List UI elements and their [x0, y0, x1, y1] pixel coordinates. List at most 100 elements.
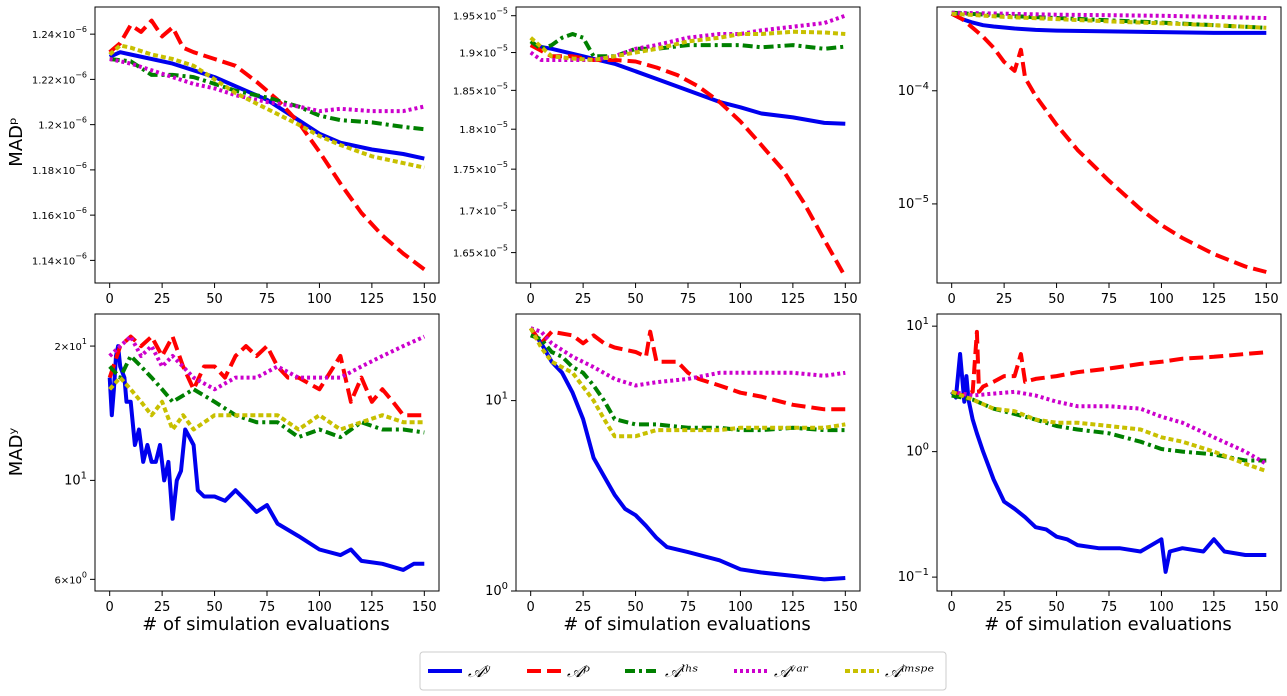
xlabel-left: # of simulation evaluations — [142, 614, 389, 635]
y-tick-label: 1.95×10−5 — [453, 7, 508, 23]
panel-top-middle: 0 25 50 75 100 125 150 1.65×10−5 1.7×10−5 1.75×10… — [453, 6, 861, 307]
series-line-Aimspe-top-left — [108, 43, 425, 170]
series-line-Alhs-top-middle — [529, 32, 846, 59]
x-tick-label: 25 — [996, 600, 1013, 615]
series-line-Aimspe-bottom-right — [951, 389, 1267, 473]
series-line-Avar-top-left — [109, 57, 425, 114]
x-tick-label: 25 — [154, 292, 171, 307]
ylabel-bottom: MADʸ — [6, 428, 27, 477]
series-line-Avar-bottom-right — [951, 389, 1268, 466]
x-tick-label: 75 — [1101, 600, 1118, 615]
x-tick-label: 150 — [1254, 600, 1279, 615]
legend-item-Alhs: 𝒜ˡʰˢ — [625, 662, 699, 682]
series-line-Aimspe-bottom-left — [108, 375, 425, 432]
x-tick-label: 0 — [948, 292, 956, 307]
x-tick-label: 50 — [1048, 292, 1065, 307]
x-tick-label: 75 — [1101, 292, 1118, 307]
series-line-Alhs-top-left — [109, 57, 425, 132]
series-line-Ay-bottom-left — [107, 344, 425, 572]
series-line-Ap-bottom-right — [951, 329, 1267, 398]
x-tick-label: 100 — [307, 600, 332, 615]
series-line-Avar-top-middle — [529, 13, 846, 62]
x-tick-label: 0 — [527, 600, 535, 615]
panel-bottom-right: 0 25 50 75 100 125 150 10−1 100 101 — [898, 313, 1282, 615]
legend-label: 𝒜ⁱᵐˢᵖᵉ — [885, 662, 934, 682]
series-line-Ap-top-middle — [529, 43, 848, 278]
y-tick-label: 10−5 — [898, 194, 929, 212]
x-tick-label: 50 — [627, 600, 644, 615]
y-tick-label: 1.22×10−6 — [32, 70, 87, 86]
legend-label: 𝒜ʸ — [468, 662, 491, 682]
xlabel-right: # of simulation evaluations — [984, 614, 1231, 635]
y-tick-label: 1.9×10−5 — [459, 44, 508, 60]
legend-label: 𝒜ˡʰˢ — [665, 662, 699, 682]
series-line-Ay-top-middle — [530, 43, 846, 126]
y-tick-label: 1.8×10−5 — [459, 120, 508, 136]
axes-frame — [515, 313, 861, 592]
x-tick-label: 150 — [412, 600, 437, 615]
y-tick-label: 1.16×10−6 — [32, 206, 87, 222]
x-tick-label: 75 — [259, 600, 276, 615]
x-tick-label: 0 — [527, 292, 535, 307]
x-tick-label: 100 — [1149, 292, 1174, 307]
y-tick-label: 100 — [906, 442, 929, 460]
x-tick-label: 125 — [1201, 292, 1226, 307]
y-tick-label: 1.2×10−6 — [38, 116, 87, 132]
xlabel-middle: # of simulation evaluations — [563, 614, 810, 635]
legend-box — [419, 651, 947, 691]
x-tick-label: 25 — [996, 292, 1013, 307]
series-line-Ap-bottom-middle — [529, 327, 846, 412]
series-line-Avar-top-right — [951, 10, 1267, 20]
x-tick-label: 0 — [106, 600, 114, 615]
legend-item-Ay: 𝒜ʸ — [428, 662, 491, 682]
x-tick-label: 25 — [575, 292, 592, 307]
x-tick-label: 50 — [627, 292, 644, 307]
y-tick-label: 1.18×10−6 — [32, 161, 87, 177]
y-tick-label: 101 — [906, 316, 929, 334]
x-tick-label: 25 — [575, 600, 592, 615]
panel-bottom-left: 0 25 50 75 100 125 150 6×100 101 2×101 — [54, 313, 440, 615]
y-tick-label: 101 — [64, 470, 87, 488]
x-tick-label: 150 — [833, 292, 858, 307]
series-line-Ap-bottom-left — [107, 334, 425, 418]
panel-top-left: 0 25 50 75 100 125 150 1.14×10−6 1.16×10−6 1.18×1… — [32, 6, 440, 307]
y-tick-label: 1.65×10−5 — [453, 244, 508, 260]
series-line-Ap-top-right — [950, 11, 1267, 274]
x-tick-label: 125 — [780, 600, 805, 615]
x-tick-label: 75 — [680, 292, 697, 307]
y-tick-label: 2×101 — [54, 337, 87, 353]
series-line-Avar-bottom-middle — [530, 326, 846, 388]
y-tick-label: 1.7×10−5 — [459, 201, 508, 217]
y-tick-label: 1.14×10−6 — [32, 251, 87, 267]
x-tick-label: 50 — [206, 292, 223, 307]
y-tick-label: 101 — [485, 391, 508, 409]
x-tick-label: 100 — [1149, 600, 1174, 615]
x-tick-label: 150 — [412, 292, 437, 307]
legend-label: 𝒜ᵛᵃʳ — [774, 662, 809, 682]
series-line-Ay-bottom-middle — [529, 327, 846, 582]
x-tick-label: 50 — [1048, 600, 1065, 615]
y-tick-label: 1.85×10−5 — [453, 81, 508, 97]
x-tick-label: 0 — [106, 292, 114, 307]
y-tick-label: 6×100 — [54, 570, 87, 586]
series-line-Ay-top-right — [950, 11, 1267, 35]
x-tick-label: 125 — [1201, 600, 1226, 615]
y-tick-label: 100 — [485, 581, 508, 599]
x-tick-label: 125 — [780, 292, 805, 307]
series-line-Aimspe-top-middle — [529, 29, 846, 62]
y-tick-label: 1.24×10−6 — [32, 25, 87, 41]
x-tick-label: 125 — [359, 292, 384, 307]
ylabel-top: MADᵖ — [6, 117, 27, 166]
x-tick-label: 100 — [728, 292, 753, 307]
series-line-Ap-top-left — [108, 18, 426, 271]
x-tick-label: 100 — [307, 292, 332, 307]
x-tick-label: 150 — [1254, 292, 1279, 307]
series-line-Aimspe-bottom-middle — [528, 327, 846, 439]
legend: 𝒜ʸ 𝒜ᵖ 𝒜ˡʰˢ 𝒜ᵛᵃʳ 𝒜ⁱᵐˢᵖᵉ — [419, 651, 947, 691]
legend-label: 𝒜ᵖ — [567, 662, 590, 682]
x-tick-label: 150 — [833, 600, 858, 615]
series-line-Aimspe-top-right — [951, 11, 1267, 30]
x-tick-label: 25 — [154, 600, 171, 615]
y-tick-label: 10−1 — [898, 567, 929, 585]
